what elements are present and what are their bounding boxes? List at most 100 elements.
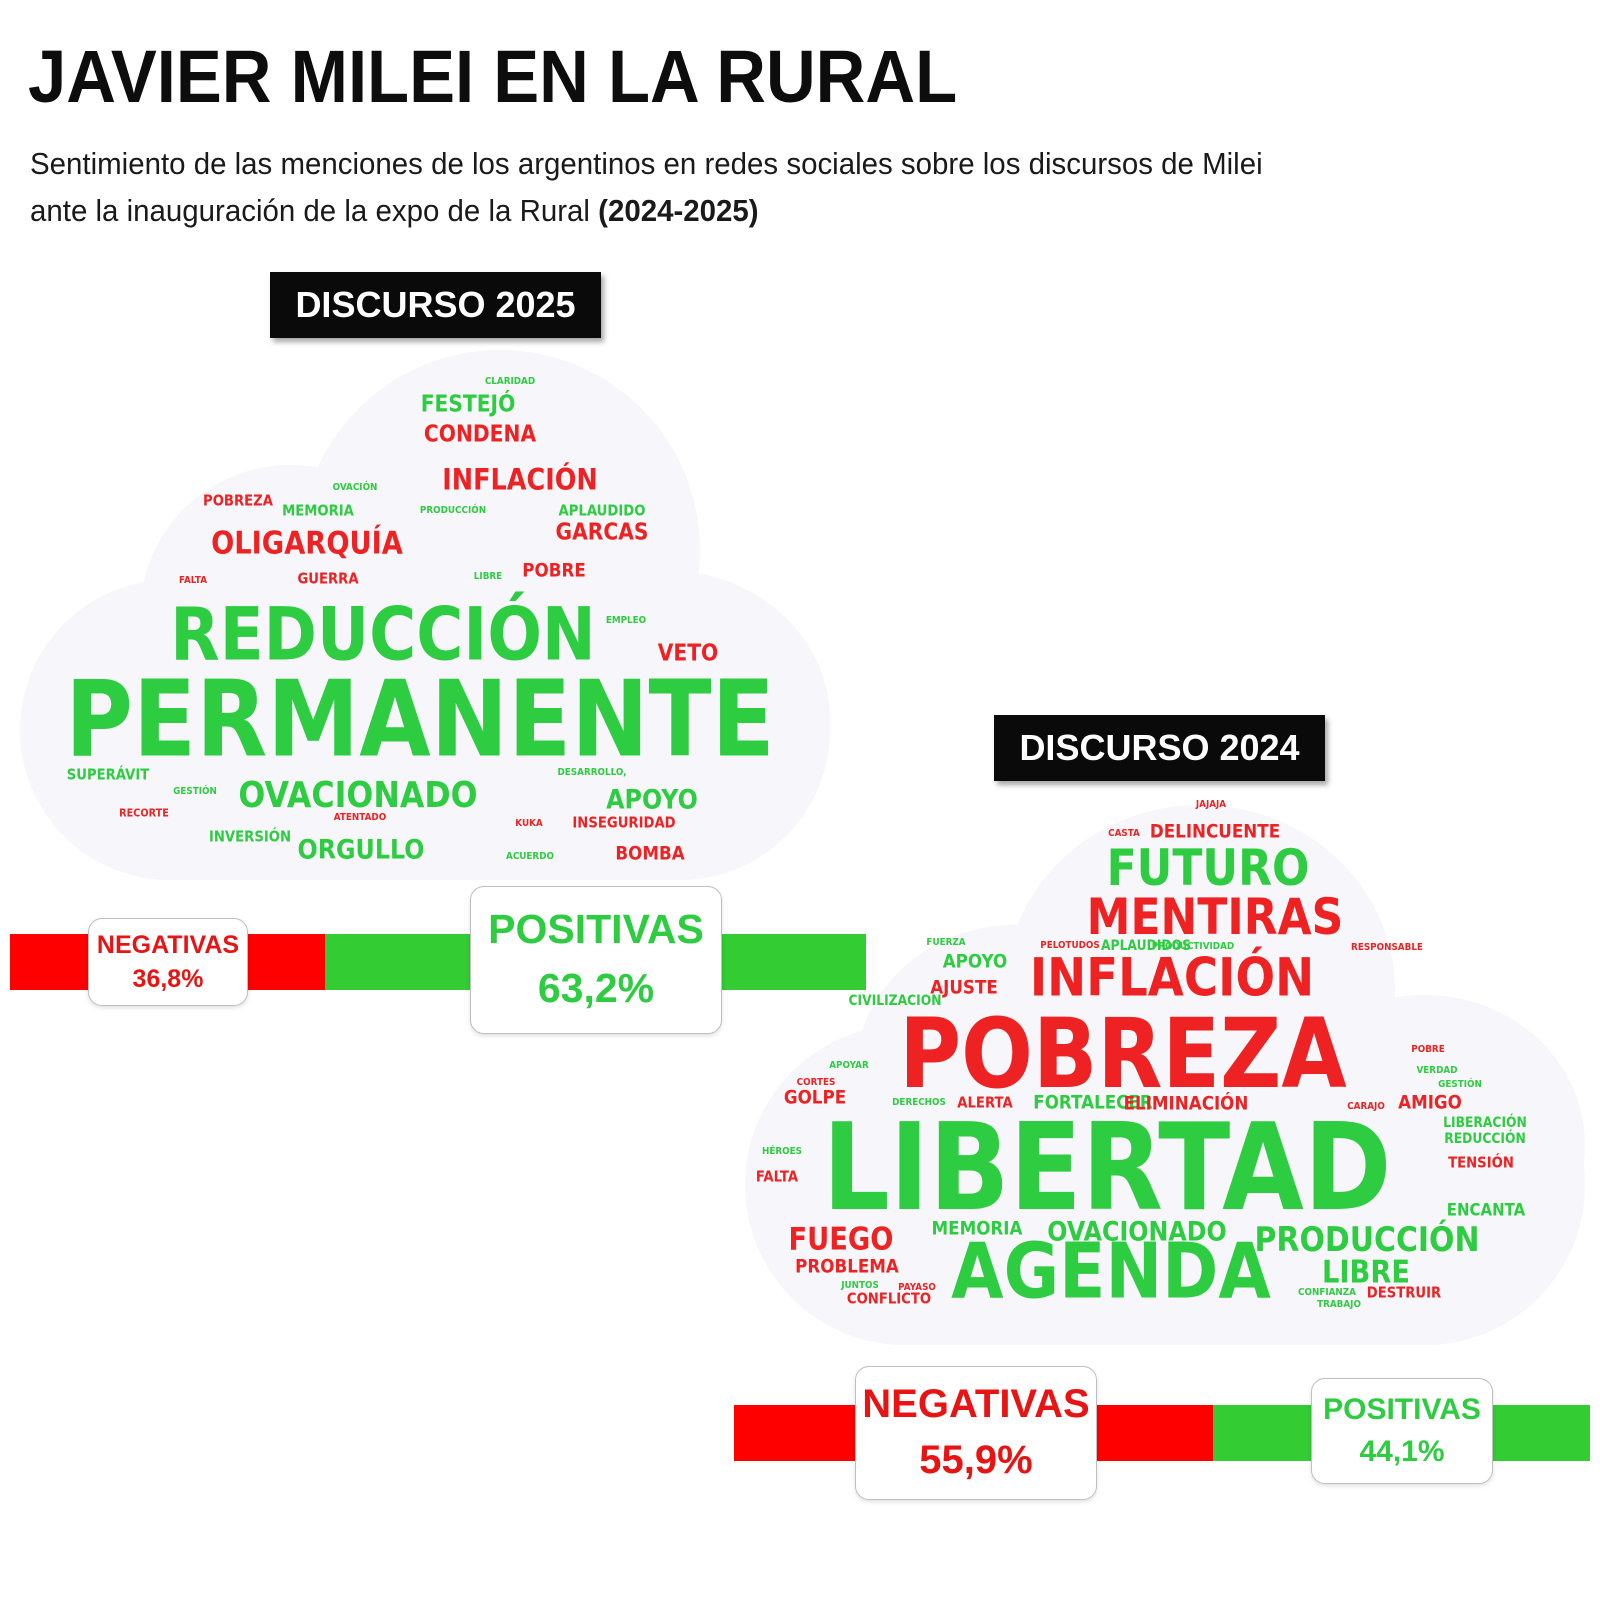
cloud-2025-word: POBRE (522, 559, 586, 582)
cloud-2024-word: PELOTUDOS (1040, 940, 1100, 951)
cloud-2024-word: HÉROES (762, 1146, 802, 1157)
cloud-2024-word: DELINCUENTE (1149, 820, 1281, 843)
cloud-2025-word: GUERRA (297, 569, 359, 588)
cloud-2025-word: KUKA (515, 818, 543, 829)
cloud-2024-word: TENSIÓN (1448, 1153, 1514, 1172)
cloud-2025-word: ATENTADO (333, 812, 387, 823)
cloud-2025-word: CONDENA (423, 421, 537, 448)
cloud-2025-word: APOYO (606, 784, 698, 816)
cloud-2024-word: INFLACIÓN (1029, 947, 1315, 1009)
cloud-2024-word: CORTES (796, 1077, 836, 1088)
cloud-2024-word: POBRE (1411, 1044, 1445, 1055)
cloud-2024-word: LIBERACIÓN (1443, 1115, 1527, 1131)
subtitle-line2: ante la inauguración de la expo de la Ru… (30, 193, 590, 228)
negativas-label-2024: NEGATIVAS (862, 1382, 1090, 1426)
cloud-2025-word: OVACIÓN (332, 482, 378, 493)
cloud-2024-word: JAJAJA (1195, 799, 1227, 810)
cloud-2024-word: AGENDA (951, 1227, 1271, 1317)
word-cloud-2025: CLARIDAD FESTEJÓ CONDENA INFLACIÓN OVACIÓN PO… (10, 350, 850, 890)
cloud-2024-word: CIVILIZACION (848, 993, 942, 1009)
cloud-2025-word: INSEGURIDAD (572, 813, 676, 832)
cloud-2024-word: ENCANTA (1446, 1200, 1526, 1221)
cloud-2024-word: DERECHOS (892, 1097, 946, 1108)
cloud-2024-word: PROBLEMA (795, 1255, 899, 1278)
cloud-2025-word: REDUCCIÓN (170, 592, 596, 678)
cloud-2024-word: APOYO (942, 950, 1008, 973)
cloud-2025-word: BOMBA (615, 842, 685, 865)
cloud-2024-word: APOYAR (829, 1060, 869, 1071)
positivas-label-2024: POSITIVAS (1323, 1393, 1481, 1426)
cloud-2024-word: FORTALECER (1033, 1091, 1153, 1114)
page-title: JAVIER MILEI EN LA RURAL (28, 35, 958, 118)
cloud-2024-word: JUNTOS (841, 1280, 879, 1291)
discurso-2024-label: DISCURSO 2024 (994, 715, 1325, 781)
cloud-2024-word: AMIGO (1398, 1091, 1462, 1114)
cloud-2024-word: FUERZA (926, 937, 966, 948)
subtitle-line1: Sentimiento de las menciones de los arge… (30, 146, 1263, 181)
cloud-2025-word: PERMANENTE (65, 658, 775, 781)
positivas-badge-2025: POSITIVAS 63,2% (470, 886, 722, 1034)
positivas-value-2024: 44,1% (1359, 1435, 1445, 1468)
cloud-2024-word: TRABAJO (1317, 1299, 1361, 1310)
cloud-2025-word: APLAUDIDO (558, 501, 646, 520)
negativas-badge-2025: NEGATIVAS 36,8% (88, 918, 248, 1006)
negativas-label-2025: NEGATIVAS (96, 931, 240, 959)
cloud-2025-word: LIBRE (473, 571, 503, 582)
positivas-value-2025: 63,2% (537, 965, 655, 1011)
cloud-2024-word: APLAUDIDOS (1101, 938, 1191, 954)
cloud-2025-word: INFLACIÓN (442, 462, 598, 497)
cloud-2024-word: CONFLICTO (846, 1289, 932, 1308)
cloud-2025-word: ORGULLO (297, 834, 425, 866)
cloud-2025-word: MEMORIA (282, 501, 354, 520)
cloud-2024-word: CARAJO (1347, 1101, 1385, 1112)
cloud-2024-word: POBREZA (899, 998, 1347, 1110)
cloud-2024-word: CONFIANZA (1298, 1287, 1356, 1298)
cloud-2024-word: ELIMINACIÓN (1123, 1092, 1249, 1115)
cloud-2025-word: OLIGARQUÍA (211, 525, 403, 562)
cloud-2024-word: DESTRUIR (1366, 1283, 1442, 1302)
cloud-2025-word: FALTA (178, 575, 208, 586)
cloud-2025-word: INVERSIÓN (208, 827, 292, 846)
cloud-2024-word: MEMORIA (931, 1217, 1023, 1240)
cloud-2025-word: ACUERDO (506, 851, 554, 862)
cloud-2024-word: VERDAD (1416, 1065, 1458, 1076)
cloud-2024-word: AJUSTE (930, 976, 998, 999)
positivas-label-2025: POSITIVAS (488, 906, 704, 952)
negativas-badge-2024: NEGATIVAS 55,9% (855, 1366, 1097, 1500)
cloud-2024-word: MENTIRAS (1086, 888, 1344, 946)
cloud-2025-word: SUPERÁVIT (66, 765, 150, 784)
cloud-2025-word: VETO (657, 640, 719, 667)
word-cloud-2024: JAJAJA CASTA DELINCUENTE FUTURO MENTIRAS FUER… (745, 800, 1595, 1350)
cloud-2025-word: RECORTE (119, 806, 169, 820)
cloud-2024-word: FALTA (755, 1167, 799, 1186)
discurso-2025-label: DISCURSO 2025 (270, 272, 601, 338)
cloud-2025-word: OVACIONADO (238, 775, 478, 816)
cloud-2024-word: ALERTA (957, 1093, 1013, 1112)
cloud-2025-word: GARCAS (555, 519, 649, 546)
cloud-2024-word: REDUCCIÓN (1444, 1131, 1526, 1147)
cloud-2025-word: EMPLEO (605, 615, 647, 626)
negativas-value-2025: 36,8% (132, 965, 204, 993)
cloud-2024-word: CASTA (1108, 828, 1140, 839)
negativas-value-2024: 55,9% (919, 1438, 1033, 1482)
cloud-2024-word: OVACIONADO (1047, 1216, 1227, 1248)
cloud-2025-word: FESTEJÓ (420, 391, 516, 418)
page-subtitle: Sentimiento de las menciones de los arge… (30, 140, 1263, 234)
cloud-2025-word: CLARIDAD (484, 376, 536, 387)
cloud-2024-word: PAYASO (898, 1282, 936, 1293)
cloud-2024-word: FUEGO (788, 1221, 894, 1258)
cloud-2024-word: GOLPE (783, 1086, 847, 1109)
cloud-2024-word: PRODUCTIVIDAD (1151, 941, 1235, 952)
subtitle-years: (2024-2025) (598, 193, 759, 228)
cloud-2024-word: FUTURO (1106, 839, 1310, 897)
cloud-2025-word: POBREZA (203, 491, 273, 510)
cloud-2024-word: PRODUCCIÓN (1254, 1220, 1480, 1260)
cloud-2025-word: PRODUCCIÓN (419, 505, 487, 516)
cloud-2024-word: LIBERTAD (822, 1099, 1392, 1238)
cloud-2024-word: LIBRE (1322, 1254, 1410, 1291)
cloud-2024-word: RESPONSABLE (1351, 942, 1423, 953)
cloud-2025-word: GESTIÓN (173, 786, 217, 797)
cloud-2024-word: GESTIÓN (1438, 1079, 1482, 1090)
positivas-badge-2024: POSITIVAS 44,1% (1311, 1378, 1493, 1484)
cloud-2025-word: DESARROLLO, (557, 767, 627, 778)
